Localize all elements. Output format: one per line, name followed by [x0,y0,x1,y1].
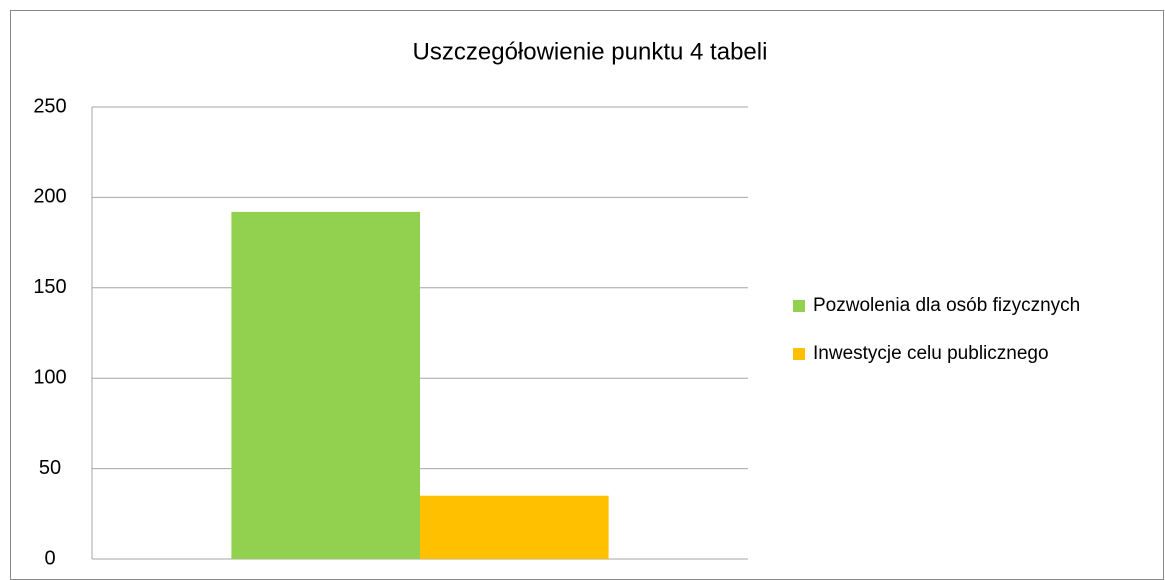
bar [420,495,609,559]
y-tick-label: 250 [33,95,66,117]
chart-title: Uszczegółowienie punktu 4 tabeli [413,38,768,65]
y-tick-label: 50 [39,457,61,479]
y-tick-label: 0 [44,547,55,569]
bar [231,211,420,559]
y-tick-label: 150 [33,276,66,298]
legend-swatch [793,348,805,360]
legend-label: Inwestycje celu publicznego [813,343,1049,364]
legend-label: Pozwolenia dla osób fizycznych [813,295,1080,316]
y-tick-label: 100 [33,366,66,388]
legend-swatch [793,300,805,312]
y-tick-label: 200 [33,186,66,208]
